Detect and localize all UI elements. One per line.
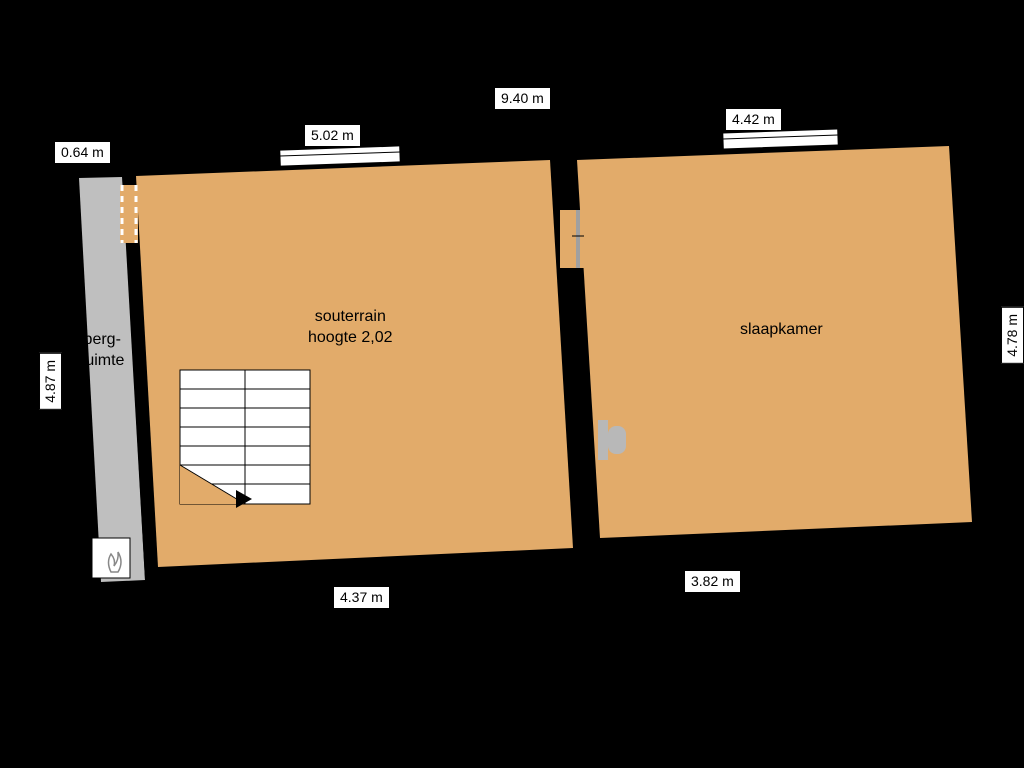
dim-storage-width: 0.64 m <box>54 141 111 164</box>
label-bedroom: slaapkamer <box>740 320 823 341</box>
room-souterrain <box>122 145 586 580</box>
dim-right-height: 4.78 m <box>1001 307 1024 364</box>
floorplan-svg <box>0 0 1024 768</box>
label-souterrain: souterrain hoogte 2,02 <box>308 307 393 349</box>
heater-icon <box>92 538 130 578</box>
door-storage <box>120 185 138 243</box>
dim-top-overall: 9.40 m <box>494 87 551 110</box>
dim-left-height: 4.87 m <box>39 353 62 410</box>
label-storage: berg- ruimte <box>80 330 124 372</box>
dim-souterrain-top: 5.02 m <box>304 124 361 147</box>
dim-bedroom-top: 4.42 m <box>725 108 782 131</box>
interior-passage <box>560 210 596 268</box>
dim-bedroom-bottom: 3.82 m <box>684 570 741 593</box>
floorplan-stage: 9.40 m 0.64 m 5.02 m 4.42 m 4.37 m 3.82 … <box>0 0 1024 768</box>
window-bedroom <box>723 129 838 149</box>
dim-souterrain-bottom: 4.37 m <box>333 586 390 609</box>
stairs <box>180 370 310 508</box>
